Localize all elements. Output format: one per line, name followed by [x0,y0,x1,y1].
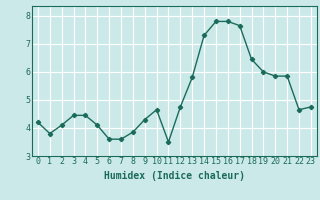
X-axis label: Humidex (Indice chaleur): Humidex (Indice chaleur) [104,171,245,181]
